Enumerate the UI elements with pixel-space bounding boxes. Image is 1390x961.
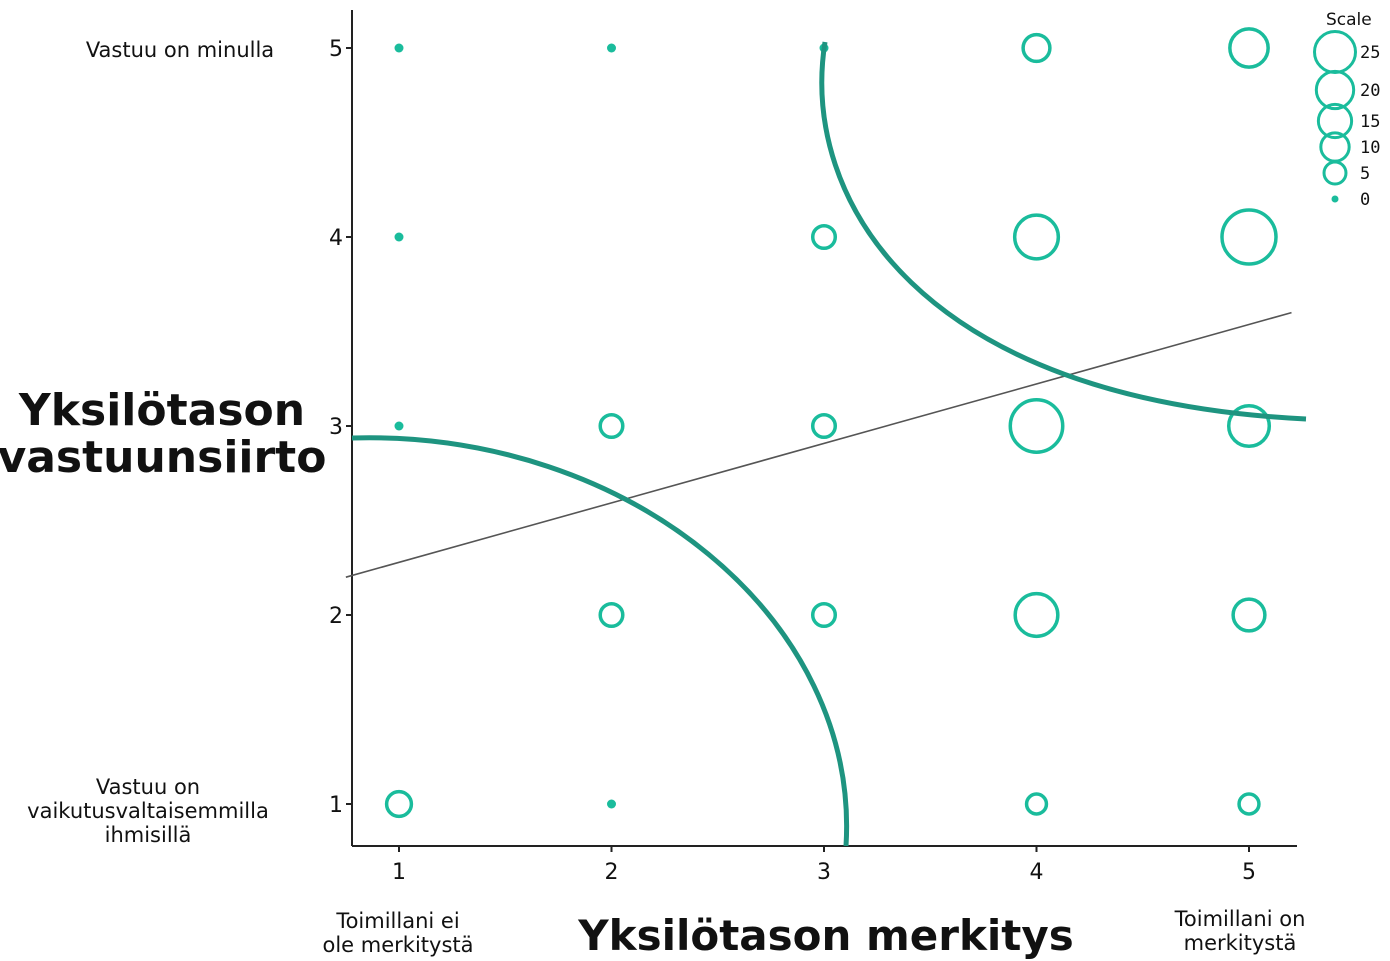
data-point (395, 44, 404, 53)
x-tick-label: 5 (1242, 860, 1256, 885)
regression-layer (346, 313, 1292, 578)
data-point (813, 604, 836, 627)
svg-text:Yksilötason: Yksilötason (18, 385, 305, 436)
x-anchor-low: Toimillani ei ole merkitystä (323, 909, 474, 957)
svg-text:ole merkitystä: ole merkitystä (323, 933, 474, 957)
x-tick-label: 4 (1030, 860, 1044, 885)
legend-label: 5 (1360, 164, 1370, 184)
legend-swatch (1332, 196, 1339, 203)
data-point (1015, 594, 1058, 637)
legend-label: 20 (1360, 81, 1380, 101)
legend-swatch (1324, 162, 1346, 184)
svg-text:Toimillani on: Toimillani on (1174, 907, 1306, 931)
x-tick-label: 2 (605, 860, 619, 885)
size-legend: Scale 25 20 15 10 5 0 (1315, 10, 1381, 210)
legend-swatch (1315, 32, 1356, 73)
x-tick-label: 3 (817, 860, 831, 885)
svg-text:vastuunsiirto: vastuunsiirto (0, 432, 326, 483)
regression-line (346, 313, 1292, 578)
svg-text:Toimillani ei: Toimillani ei (335, 909, 459, 933)
y-tick-label: 5 (329, 37, 343, 62)
data-point (1239, 794, 1259, 814)
legend-label: 0 (1360, 190, 1370, 210)
data-point (600, 604, 623, 627)
svg-text:merkitystä: merkitystä (1184, 931, 1297, 955)
y-anchor-high: Vastuu on minulla (86, 38, 274, 62)
x-anchor-high: Toimillani on merkitystä (1174, 907, 1306, 955)
y-tick-label: 4 (329, 226, 343, 251)
data-point (395, 233, 404, 242)
data-point (607, 800, 616, 809)
svg-text:vaikutusvaltaisemmilla: vaikutusvaltaisemmilla (27, 799, 269, 823)
data-point (1010, 400, 1062, 452)
data-point (1027, 794, 1047, 814)
data-point (1023, 35, 1050, 62)
svg-text:Vastuu on: Vastuu on (96, 775, 200, 799)
legend-label: 15 (1360, 112, 1380, 132)
data-point (607, 44, 616, 53)
data-point (813, 415, 836, 438)
y-axis-title: Yksilötason vastuunsiirto (0, 385, 326, 483)
x-axis-title: Yksilötason merkitys (577, 911, 1074, 960)
data-point (1222, 210, 1276, 264)
data-point (1233, 599, 1265, 631)
y-anchor-low: Vastuu on vaikutusvaltaisemmilla ihmisil… (27, 775, 269, 847)
data-point (600, 415, 623, 438)
svg-text:Vastuu on minulla: Vastuu on minulla (86, 38, 274, 62)
data-point (387, 792, 412, 817)
upper-right-arc (822, 42, 1306, 419)
legend-title: Scale (1326, 10, 1372, 30)
data-point (1230, 29, 1268, 67)
data-point (395, 422, 404, 431)
legend-label: 10 (1360, 138, 1380, 158)
svg-text:ihmisillä: ihmisillä (105, 823, 192, 847)
data-point (813, 226, 836, 249)
y-tick-label: 1 (329, 793, 343, 818)
y-tick-label: 2 (329, 604, 343, 629)
lower-left-arc (352, 438, 847, 846)
data-point (1015, 215, 1059, 259)
tick-layer: 1 2 3 4 5 1 2 3 4 5 (329, 37, 1256, 885)
y-tick-label: 3 (329, 415, 343, 440)
x-tick-label: 1 (392, 860, 406, 885)
axes (352, 10, 1297, 846)
legend-label: 25 (1360, 43, 1380, 63)
